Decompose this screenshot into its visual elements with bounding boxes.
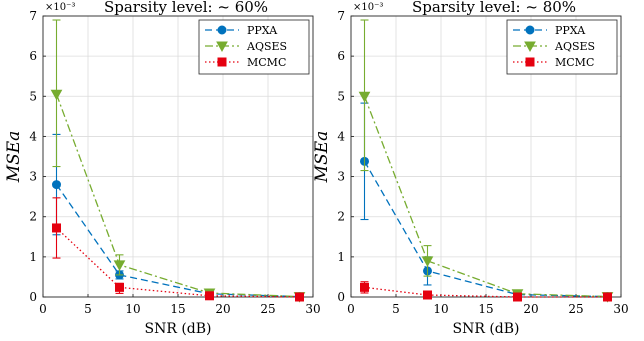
data-point [295, 292, 304, 302]
data-point [50, 89, 63, 101]
series-line [363, 96, 608, 298]
data-point [115, 282, 124, 292]
legend-swatch-marker [525, 57, 535, 67]
x-axis-label: SNR (dB) [452, 321, 519, 337]
x-tick-label: 10 [125, 302, 140, 316]
y-tick-label: 2 [29, 210, 37, 224]
legend-item: PPXA [513, 24, 586, 37]
y-scale-factor: ×10⁻³ [353, 2, 383, 13]
legend-swatch-marker [525, 25, 535, 35]
legend-box [198, 19, 310, 75]
x-tick-label: 5 [84, 302, 92, 316]
x-tick-label: 15 [170, 302, 185, 316]
y-tick-label: 6 [29, 49, 37, 63]
legend-item: MCMC [205, 56, 286, 69]
data-point [360, 282, 369, 292]
x-tick-label: 0 [347, 302, 355, 316]
y-tick-label: 4 [29, 129, 37, 143]
x-tick-label: 5 [392, 302, 400, 316]
legend: PPXA AQSES MCMC [506, 19, 618, 75]
y-axis-label: MSEa [4, 131, 24, 184]
data-point [358, 91, 371, 103]
x-tick-label: 0 [39, 302, 47, 316]
legend-swatch-marker [524, 41, 536, 53]
y-tick-label: 3 [29, 170, 37, 184]
data-point [205, 291, 214, 301]
y-tick-label: 7 [29, 9, 37, 23]
data-point [113, 260, 126, 271]
x-tick-label: 30 [305, 302, 320, 316]
legend-swatch-marker [217, 25, 227, 35]
y-tick-label: 3 [337, 170, 345, 184]
legend-item: AQSES [513, 40, 595, 53]
legend-item: AQSES [205, 40, 287, 53]
legend-label: PPXA [555, 24, 586, 37]
series-line [363, 160, 608, 298]
legend-label: MCMC [555, 56, 594, 69]
y-tick-label: 1 [29, 250, 37, 264]
x-tick-label: 25 [260, 302, 275, 316]
legend: PPXA AQSES MCMC [198, 19, 310, 75]
legend-label: PPXA [247, 24, 278, 37]
x-tick-label: 30 [613, 302, 628, 316]
chart-title: Sparsity level: ~ 80% [412, 0, 576, 16]
legend-box [506, 19, 618, 75]
data-point [52, 223, 61, 233]
x-axis-label: SNR (dB) [144, 321, 211, 337]
y-tick-label: 7 [337, 9, 345, 23]
series-line [55, 94, 300, 298]
legend-item: MCMC [513, 56, 594, 69]
y-tick-label: 0 [29, 290, 37, 304]
series-line [364, 286, 608, 298]
y-tick-label: 6 [337, 49, 345, 63]
legend-swatch-marker [217, 57, 227, 67]
legend-label: AQSES [246, 40, 287, 53]
y-axis-label: MSEa [312, 131, 332, 184]
data-point [513, 292, 522, 302]
legend-item: PPXA [205, 24, 278, 37]
x-tick-label: 15 [478, 302, 493, 316]
legend-label: AQSES [554, 40, 595, 53]
x-tick-label: 20 [215, 302, 230, 316]
chart-title: Sparsity level: ~ 60% [104, 0, 268, 16]
x-tick-label: 25 [568, 302, 583, 316]
legend-label: MCMC [247, 56, 286, 69]
y-tick-label: 5 [29, 89, 37, 103]
data-point [421, 256, 434, 267]
series-mcmc [360, 281, 612, 302]
x-tick-label: 10 [433, 302, 448, 316]
x-tick-label: 20 [523, 302, 538, 316]
data-point [52, 180, 61, 190]
y-tick-label: 1 [337, 250, 345, 264]
y-tick-label: 0 [337, 290, 345, 304]
data-point [603, 292, 612, 302]
legend-swatch-marker [216, 41, 228, 53]
chart-panel-sparsity-80: 0 5 10 15 20 25 30 0 1 2 3 4 5 6 7 ×10⁻³ Sparsity level:… [312, 0, 629, 337]
chart-panel-sparsity-60: 0 5 10 15 20 25 30 0 1 2 3 4 5 6 7 ×10⁻³ Sparsity level:… [4, 0, 321, 337]
series-mcmc [52, 197, 304, 302]
data-point [423, 290, 432, 300]
y-tick-label: 4 [337, 129, 345, 143]
y-scale-factor: ×10⁻³ [45, 2, 75, 13]
y-tick-label: 5 [337, 89, 345, 103]
y-tick-label: 2 [337, 210, 345, 224]
